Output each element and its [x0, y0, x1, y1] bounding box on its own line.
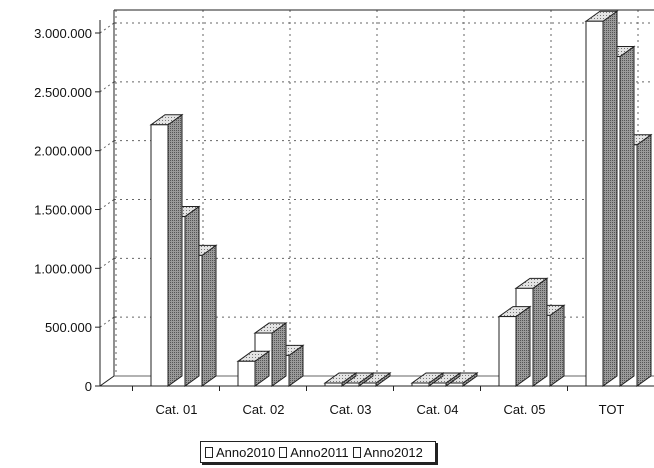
- bar-anno2010-4-side: [515, 305, 531, 387]
- bar-anno2011-0-side: [184, 205, 200, 387]
- y-tick-label: 2.500.000: [34, 85, 92, 100]
- bar-anno2011-1-side: [271, 322, 287, 387]
- legend-label-anno2011: Anno2011: [290, 444, 349, 460]
- y-tick-label: 3.000.000: [34, 26, 92, 41]
- bar-anno2012-4-side: [549, 304, 565, 387]
- x-tick-label: Cat. 02: [243, 402, 285, 417]
- x-tick-label: TOT: [599, 402, 625, 417]
- bar-anno2011-5-side: [619, 45, 635, 387]
- bar-anno2010-4: [498, 316, 517, 387]
- legend-label-anno2010: Anno2010: [216, 444, 276, 460]
- y-tick-label: 1.500.000: [34, 203, 92, 218]
- legend-item-anno2011: Anno2011: [279, 444, 349, 460]
- left-wall-edge: [99, 10, 115, 387]
- x-tick-label: Cat. 04: [417, 402, 459, 417]
- depth-gridline: [99, 22, 115, 34]
- bar-anno2010-3: [411, 382, 430, 387]
- x-tick-label: Cat. 03: [330, 402, 372, 417]
- y-tick-label: 2.000.000: [34, 144, 92, 159]
- legend: Anno2010 Anno2011 Anno2012: [200, 441, 436, 463]
- y-tick-label: 0: [85, 379, 92, 394]
- legend-item-anno2012: Anno2012: [352, 444, 423, 460]
- legend-swatch-anno2010: [205, 446, 213, 458]
- depth-gridline: [99, 257, 115, 269]
- legend-item-anno2010: Anno2010: [205, 445, 275, 460]
- bar-anno2010-5-side: [602, 10, 618, 387]
- depth-gridline: [99, 140, 115, 152]
- legend-label-anno2012: Anno2012: [363, 444, 423, 460]
- bar-anno2012-0-side: [201, 244, 217, 387]
- bar-anno2011-4-side: [532, 277, 548, 387]
- x-tick-label: Cat. 01: [156, 402, 198, 417]
- x-axis-labels: Cat. 01 Cat. 02 Cat. 03 Cat. 04 Cat. 05 TOT: [132, 386, 625, 417]
- bar-anno2010-2: [324, 382, 343, 387]
- legend-swatch-anno2011: [279, 446, 288, 458]
- x-tick-label: Cat. 05: [504, 402, 546, 417]
- legend-swatch-anno2012: [352, 446, 361, 458]
- y-axis-ticks: 0 500.000 1.000.000 1.500.000 2.000.000 2.500…: [34, 26, 100, 394]
- bar-anno2012-5-side: [636, 133, 652, 387]
- depth-gridline: [99, 199, 115, 210]
- depth-gridline: [99, 81, 115, 93]
- bar-anno2010-0-side: [167, 113, 183, 387]
- y-tick-label: 500.000: [45, 320, 92, 335]
- y-tick-label: 1.000.000: [34, 261, 92, 276]
- bar-anno2010-1: [237, 360, 256, 387]
- bars: [149, 10, 653, 387]
- bar-anno2010-5: [585, 20, 604, 387]
- depth-gridline: [99, 316, 115, 328]
- bar-anno2010-0: [150, 124, 169, 387]
